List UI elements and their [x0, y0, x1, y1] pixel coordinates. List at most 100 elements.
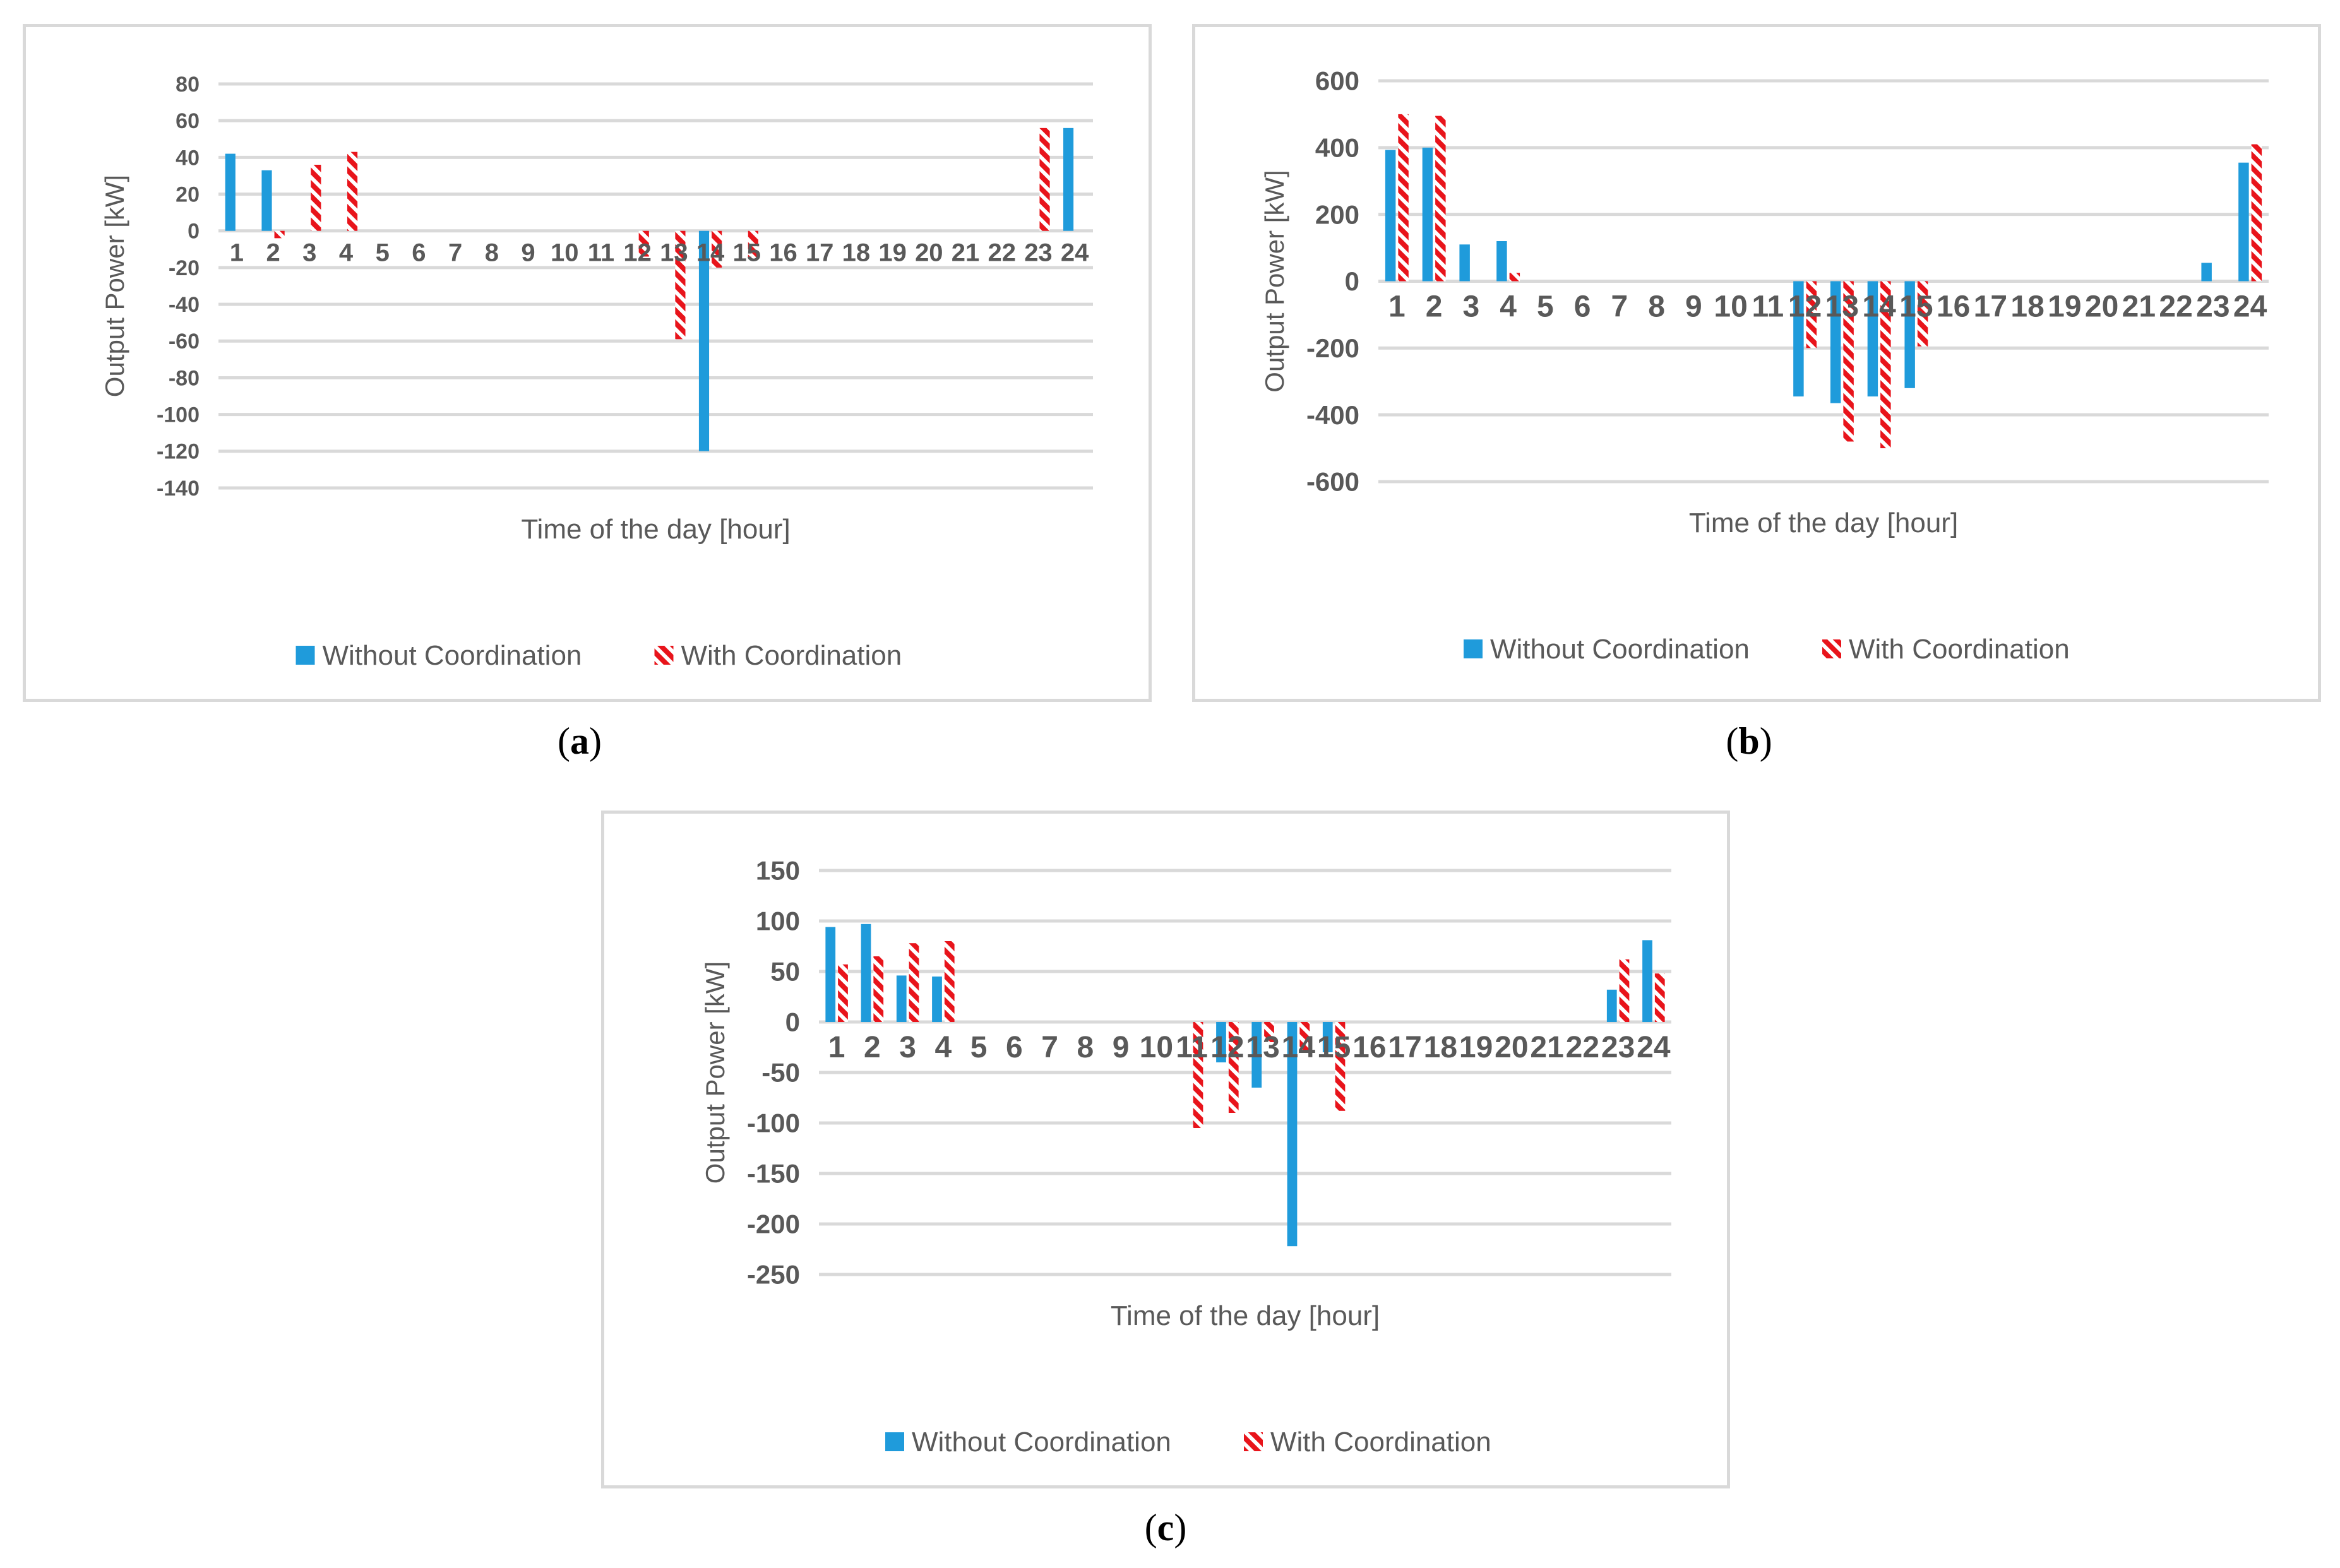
caption-a: (a) — [558, 720, 602, 762]
x-axis-title: Time of the day [hour] — [1111, 1300, 1380, 1331]
bar-with-coordination — [347, 151, 358, 231]
legend-swatch-with — [1244, 1432, 1263, 1451]
bar-without-coordination — [1793, 281, 1804, 397]
bar-with-coordination — [873, 956, 884, 1022]
x-tick-label: 22 — [1566, 1031, 1599, 1064]
y-tick-label: 0 — [785, 1007, 800, 1037]
bar-without-coordination — [225, 153, 236, 231]
x-tick-label: 7 — [1041, 1031, 1058, 1064]
legend-swatch-without — [885, 1432, 904, 1451]
bar-without-coordination — [698, 230, 710, 451]
x-tick-label: 6 — [412, 239, 426, 267]
x-tick-label: 20 — [1495, 1031, 1528, 1064]
x-tick-label: 11 — [1176, 1031, 1208, 1064]
legend-swatch-without — [1464, 639, 1483, 658]
x-tick-label: 4 — [935, 1031, 952, 1064]
x-tick-label: 9 — [1685, 290, 1702, 324]
legend-label-with: With Coordination — [1270, 1427, 1491, 1458]
x-tick-label: 19 — [1459, 1031, 1493, 1064]
bar-with-coordination — [1264, 1022, 1274, 1042]
x-tick-label: 2 — [864, 1031, 881, 1064]
x-tick-label: 21 — [2122, 290, 2156, 324]
y-tick-label: -120 — [157, 440, 200, 464]
x-tick-label: 12 — [1210, 1031, 1244, 1064]
bar-without-coordination — [861, 924, 871, 1022]
x-tick-label: 22 — [988, 239, 1016, 267]
y-tick-label: 600 — [1315, 66, 1359, 96]
legend-label-without: Without Coordination — [323, 640, 582, 671]
y-tick-label: -200 — [747, 1209, 800, 1239]
x-tick-label: 14 — [1862, 290, 1896, 324]
x-tick-label: 3 — [1463, 290, 1480, 324]
x-axis-title: Time of the day [hour] — [521, 514, 790, 545]
x-tick-label: 20 — [2085, 290, 2118, 324]
x-tick-label: 24 — [1637, 1031, 1671, 1064]
x-tick-label: 7 — [1611, 290, 1628, 324]
legend-label-without: Without Coordination — [912, 1427, 1171, 1458]
y-tick-label: -20 — [169, 256, 200, 280]
bar-without-coordination — [896, 975, 907, 1022]
y-tick-label: -600 — [1306, 467, 1359, 497]
y-tick-label: -140 — [157, 477, 200, 501]
bar-with-coordination — [311, 165, 321, 231]
bar-with-coordination — [1039, 128, 1050, 231]
caption-b: (b) — [1726, 720, 1772, 762]
chart-panel-a: 80 60 40 20 0 -20 -40 -60 -80 -100 -120 -140 1 2 3 4 5 6 7… — [23, 24, 1152, 702]
x-tick-label: 6 — [1574, 290, 1591, 324]
y-tick-label: -200 — [1306, 333, 1359, 363]
bar-with-coordination — [675, 230, 686, 340]
y-tick-label: -60 — [169, 330, 200, 353]
x-tick-label: 15 — [1899, 290, 1933, 324]
bar-without-coordination — [1322, 1022, 1333, 1052]
x-tick-label: 14 — [696, 239, 725, 267]
x-tick-label: 15 — [1317, 1031, 1351, 1064]
legend-label-with: With Coordination — [681, 640, 902, 671]
y-tick-label: 0 — [1345, 266, 1359, 296]
y-tick-label: 50 — [770, 957, 800, 987]
bar-with-coordination — [1654, 973, 1665, 1022]
x-tick-label: 12 — [1788, 290, 1822, 324]
x-tick-label: 19 — [2048, 290, 2081, 324]
x-tick-label: 13 — [660, 239, 688, 267]
bar-without-coordination — [1904, 281, 1915, 388]
bar-with-coordination — [1880, 281, 1891, 449]
bar-without-coordination — [1606, 989, 1617, 1022]
y-axis-title: Output Power [kW] — [1260, 170, 1289, 392]
x-tick-label: 11 — [588, 239, 614, 267]
y-tick-label: 20 — [176, 182, 200, 206]
bar-without-coordination — [1063, 128, 1074, 231]
bar-with-coordination — [712, 230, 722, 268]
x-tick-label: 23 — [2196, 290, 2230, 324]
x-tick-label: 21 — [1530, 1031, 1563, 1064]
legend-swatch-with — [654, 646, 674, 665]
legend-label-without: Without Coordination — [1490, 634, 1750, 665]
x-tick-label: 4 — [339, 239, 354, 267]
x-tick-label: 23 — [1601, 1031, 1635, 1064]
bar-with-coordination — [638, 230, 649, 257]
x-tick-label: 2 — [1426, 290, 1443, 324]
x-tick-label: 12 — [623, 239, 651, 267]
bar-without-coordination — [1287, 1022, 1298, 1247]
x-tick-label: 18 — [1424, 1031, 1457, 1064]
x-tick-label: 10 — [551, 239, 579, 267]
x-tick-label: 23 — [1024, 239, 1053, 267]
y-tick-label: -40 — [169, 293, 200, 317]
x-tick-label: 15 — [733, 239, 761, 267]
x-tick-label: 16 — [769, 239, 797, 267]
x-tick-label: 13 — [1246, 1031, 1279, 1064]
legend-label-with: With Coordination — [1849, 634, 2070, 665]
x-tick-label: 10 — [1714, 290, 1747, 324]
x-tick-label: 17 — [806, 239, 834, 267]
bar-with-coordination — [1335, 1022, 1346, 1111]
x-tick-label: 13 — [1825, 290, 1859, 324]
legend-swatch-with — [1822, 639, 1841, 658]
x-tick-label: 8 — [1648, 290, 1665, 324]
legend-swatch-without — [295, 646, 315, 665]
bar-with-coordination — [1509, 273, 1520, 282]
y-tick-label: -400 — [1306, 400, 1359, 430]
x-tick-label: 16 — [1937, 290, 1970, 324]
y-tick-label: -100 — [747, 1108, 800, 1138]
